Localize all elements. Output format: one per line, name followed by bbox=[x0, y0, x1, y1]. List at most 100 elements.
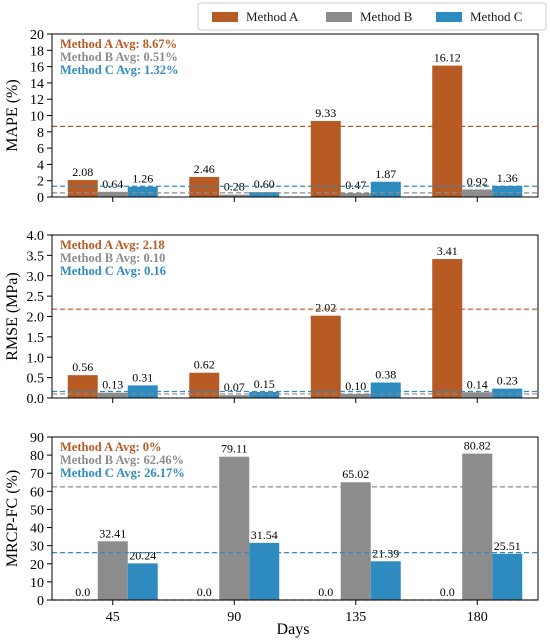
y-tick-label: 2 bbox=[37, 175, 44, 190]
bar bbox=[462, 392, 493, 398]
average-annotation: Method C Avg: 1.32% bbox=[60, 63, 179, 77]
average-annotation: Method C Avg: 0.16 bbox=[60, 264, 166, 278]
y-tick-label: 70 bbox=[30, 467, 44, 482]
y-tick-label: 80 bbox=[30, 449, 44, 464]
chart-panel: 0.0 0.5 1.0 1.5 2.0 2.5 3.0 3.5 4.0 RMSE (MPa) 0.5… bbox=[4, 229, 539, 407]
legend-item-label: Method A bbox=[246, 9, 299, 24]
data-label: 0.0 bbox=[318, 585, 333, 599]
bar bbox=[189, 176, 220, 197]
x-tick-label: 180 bbox=[467, 610, 488, 625]
y-tick-label: 0.5 bbox=[27, 372, 45, 387]
bar bbox=[340, 482, 371, 600]
average-annotation: Method C Avg: 26.17% bbox=[60, 466, 185, 480]
y-tick-label: 3.0 bbox=[27, 270, 45, 285]
plot-frame bbox=[51, 234, 539, 399]
bar bbox=[340, 393, 371, 398]
data-label: 0.92 bbox=[467, 175, 488, 189]
data-label: 31.54 bbox=[251, 528, 278, 542]
legend-item-label: Method C bbox=[470, 9, 522, 24]
y-tick-label: 18 bbox=[30, 44, 44, 59]
data-label: 0.38 bbox=[375, 368, 396, 382]
average-annotation: Method B Avg: 0.10 bbox=[60, 251, 165, 265]
bar bbox=[97, 392, 128, 398]
data-label: 2.46 bbox=[194, 162, 215, 176]
data-label: 25.51 bbox=[494, 539, 521, 553]
bar bbox=[97, 541, 128, 600]
y-tick-label: 8 bbox=[37, 126, 44, 141]
legend-item-label: Method B bbox=[360, 9, 413, 24]
legend-swatch bbox=[326, 12, 352, 22]
y-tick-label: 1.5 bbox=[27, 331, 45, 346]
data-label: 16.12 bbox=[434, 51, 461, 65]
y-tick-label: 0.0 bbox=[27, 392, 45, 407]
bar bbox=[67, 180, 98, 197]
bar bbox=[67, 375, 98, 398]
y-tick-label: 2.5 bbox=[27, 290, 45, 305]
bar bbox=[219, 194, 250, 197]
y-tick-label: 6 bbox=[37, 142, 44, 157]
bar bbox=[219, 456, 250, 600]
y-tick-label: 40 bbox=[30, 522, 44, 537]
data-label: 0.0 bbox=[75, 585, 90, 599]
bar bbox=[310, 120, 341, 197]
y-tick-label: 20 bbox=[30, 558, 44, 573]
data-label: 1.87 bbox=[375, 167, 396, 181]
data-label: 0.10 bbox=[345, 379, 366, 393]
data-label: 2.02 bbox=[315, 301, 336, 315]
y-axis-label: MRCP-FC (%) bbox=[4, 470, 21, 567]
y-axis-label: MAPE (%) bbox=[4, 79, 21, 151]
data-label: 79.11 bbox=[221, 442, 248, 456]
bar bbox=[219, 395, 250, 398]
data-label: 1.26 bbox=[132, 172, 153, 186]
legend: Method A Method B Method C bbox=[197, 2, 547, 31]
bar bbox=[127, 186, 158, 197]
data-label: 9.33 bbox=[315, 106, 336, 120]
bar bbox=[249, 542, 280, 600]
bar bbox=[97, 191, 128, 197]
y-tick-label: 12 bbox=[30, 93, 44, 108]
data-label: 3.41 bbox=[437, 244, 458, 258]
data-label: 32.41 bbox=[99, 526, 126, 540]
data-label: 21.39 bbox=[372, 546, 399, 560]
data-label: 0.0 bbox=[440, 585, 455, 599]
bar bbox=[492, 185, 523, 197]
bar bbox=[310, 315, 341, 398]
bar bbox=[340, 193, 371, 197]
data-label: 0.07 bbox=[224, 380, 245, 394]
plot-frame bbox=[51, 436, 539, 601]
y-tick-label: 20 bbox=[30, 28, 44, 43]
bar bbox=[492, 388, 523, 398]
chart-panel: 0 10 20 30 40 50 60 70 80 90 MRCP-FC (%) 0.0 32.4120… bbox=[4, 431, 539, 625]
data-label: 0.47 bbox=[345, 178, 366, 192]
legend-swatch bbox=[436, 12, 462, 22]
bar bbox=[462, 453, 493, 600]
data-label: 0.64 bbox=[102, 177, 123, 191]
y-tick-label: 14 bbox=[30, 77, 44, 92]
data-label: 0.14 bbox=[467, 377, 488, 391]
bar bbox=[249, 192, 280, 197]
legend-swatch bbox=[212, 12, 238, 22]
data-label: 0.15 bbox=[254, 377, 275, 391]
y-tick-label: 4 bbox=[37, 158, 44, 173]
x-tick-label: 135 bbox=[345, 610, 366, 625]
y-tick-label: 50 bbox=[30, 503, 44, 518]
data-label: 65.02 bbox=[342, 467, 369, 481]
x-axis-label: Days bbox=[277, 621, 310, 638]
y-tick-label: 16 bbox=[30, 61, 44, 76]
bar bbox=[127, 563, 158, 600]
bar bbox=[432, 259, 463, 398]
data-label: 80.82 bbox=[464, 439, 491, 453]
y-tick-label: 30 bbox=[30, 540, 44, 555]
bar bbox=[249, 391, 280, 398]
y-tick-label: 10 bbox=[30, 110, 44, 125]
average-annotation: Method A Avg: 2.18 bbox=[60, 238, 165, 252]
legend-frame bbox=[197, 2, 547, 31]
y-tick-label: 2.0 bbox=[27, 311, 45, 326]
average-annotation: Method B Avg: 0.51% bbox=[60, 50, 178, 64]
data-label: 20.24 bbox=[129, 548, 156, 562]
data-label: 0.13 bbox=[102, 378, 123, 392]
x-tick-label: 45 bbox=[106, 610, 120, 625]
y-tick-label: 90 bbox=[30, 431, 44, 446]
